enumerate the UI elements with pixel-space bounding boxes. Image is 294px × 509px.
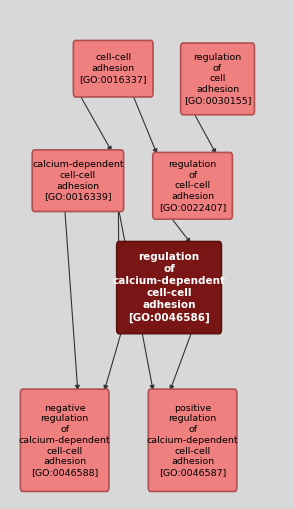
FancyBboxPatch shape xyxy=(117,242,221,334)
Text: positive
regulation
of
calcium-dependent
cell-cell
adhesion
[GO:0046587]: positive regulation of calcium-dependent… xyxy=(147,404,238,477)
FancyBboxPatch shape xyxy=(21,389,109,492)
Text: cell-cell
adhesion
[GO:0016337]: cell-cell adhesion [GO:0016337] xyxy=(79,53,147,84)
Text: regulation
of
cell-cell
adhesion
[GO:0022407]: regulation of cell-cell adhesion [GO:002… xyxy=(159,160,226,212)
FancyBboxPatch shape xyxy=(148,389,237,492)
Text: negative
regulation
of
calcium-dependent
cell-cell
adhesion
[GO:0046588]: negative regulation of calcium-dependent… xyxy=(19,404,111,477)
Text: calcium-dependent
cell-cell
adhesion
[GO:0016339]: calcium-dependent cell-cell adhesion [GO… xyxy=(32,160,124,202)
Text: regulation
of
cell
adhesion
[GO:0030155]: regulation of cell adhesion [GO:0030155] xyxy=(184,53,251,105)
Text: regulation
of
calcium-dependent
cell-cell
adhesion
[GO:0046586]: regulation of calcium-dependent cell-cel… xyxy=(113,252,225,323)
FancyBboxPatch shape xyxy=(73,41,153,97)
FancyBboxPatch shape xyxy=(32,150,123,212)
FancyBboxPatch shape xyxy=(181,43,255,115)
FancyBboxPatch shape xyxy=(153,153,233,219)
